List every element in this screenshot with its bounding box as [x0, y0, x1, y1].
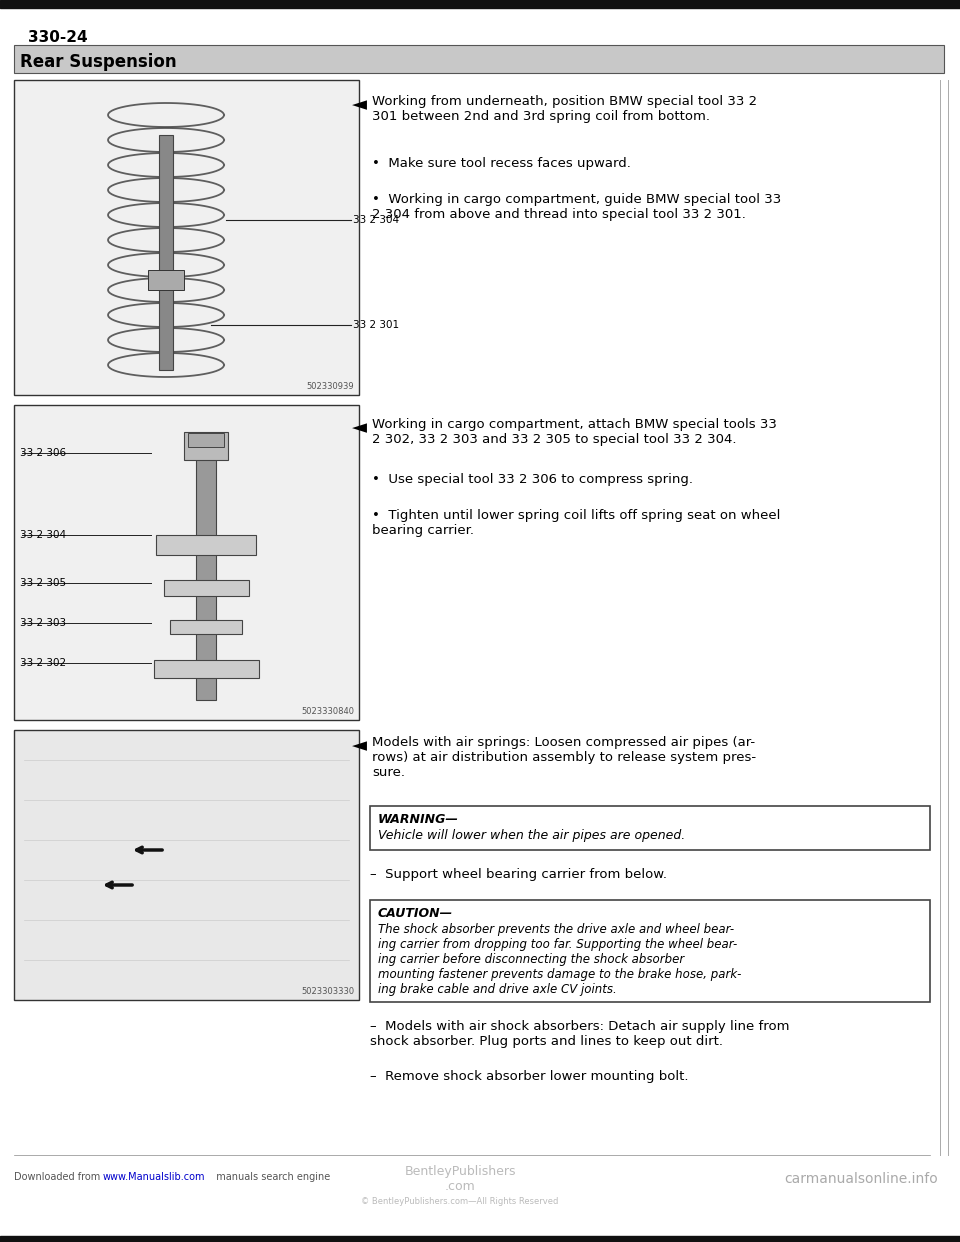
Text: Vehicle will lower when the air pipes are opened.: Vehicle will lower when the air pipes ar…: [378, 828, 685, 842]
Bar: [170, 620, 242, 633]
Text: ◄: ◄: [352, 94, 367, 114]
Bar: [156, 535, 256, 555]
Text: carmanualsonline.info: carmanualsonline.info: [784, 1172, 938, 1186]
Text: ◄: ◄: [352, 419, 367, 437]
Text: Downloaded from: Downloaded from: [14, 1172, 104, 1182]
Bar: [370, 806, 930, 850]
Text: 33 2 305: 33 2 305: [20, 578, 66, 587]
Text: Models with air springs: Loosen compressed air pipes (ar-
rows) at air distribut: Models with air springs: Loosen compress…: [372, 737, 756, 779]
Bar: [159, 135, 173, 370]
Text: WARNING—: WARNING—: [378, 814, 459, 826]
Bar: [370, 900, 930, 1002]
Text: •  Tighten until lower spring coil lifts off spring seat on wheel
bearing carrie: • Tighten until lower spring coil lifts …: [372, 509, 780, 537]
Bar: [14, 730, 359, 1000]
Text: 5023303330: 5023303330: [300, 987, 354, 996]
Bar: [14, 45, 944, 73]
Bar: [0, 0, 960, 7]
Text: The shock absorber prevents the drive axle and wheel bear-
ing carrier from drop: The shock absorber prevents the drive ax…: [378, 923, 741, 996]
Text: –  Remove shock absorber lower mounting bolt.: – Remove shock absorber lower mounting b…: [370, 1071, 688, 1083]
Bar: [196, 440, 216, 700]
Text: Working in cargo compartment, attach BMW special tools 33
2 302, 33 2 303 and 33: Working in cargo compartment, attach BMW…: [372, 419, 777, 446]
Text: www.Manualslib.com: www.Manualslib.com: [103, 1172, 205, 1182]
Text: 502330939: 502330939: [306, 383, 354, 391]
Text: 5023330840: 5023330840: [301, 707, 354, 715]
Bar: [14, 405, 359, 720]
Text: ◄: ◄: [352, 737, 367, 755]
Text: BentleyPublishers: BentleyPublishers: [404, 1165, 516, 1177]
Text: •  Make sure tool recess faces upward.: • Make sure tool recess faces upward.: [372, 156, 631, 170]
Text: 330-24: 330-24: [28, 30, 87, 45]
Bar: [14, 79, 359, 395]
Text: CAUTION—: CAUTION—: [378, 907, 453, 920]
Text: 33 2 304: 33 2 304: [353, 215, 399, 225]
Text: 33 2 302: 33 2 302: [20, 658, 66, 668]
Bar: [0, 1236, 960, 1242]
Text: 33 2 304: 33 2 304: [20, 530, 66, 540]
Bar: [164, 580, 249, 596]
Text: –  Models with air shock absorbers: Detach air supply line from
shock absorber. : – Models with air shock absorbers: Detac…: [370, 1020, 789, 1048]
Bar: [148, 270, 184, 289]
Bar: [154, 660, 259, 678]
Bar: [184, 432, 228, 460]
Text: Rear Suspension: Rear Suspension: [20, 53, 177, 71]
Text: 33 2 306: 33 2 306: [20, 448, 66, 458]
Text: manuals search engine: manuals search engine: [210, 1172, 330, 1182]
Bar: [188, 433, 224, 447]
Text: .com: .com: [444, 1180, 475, 1194]
Text: Working from underneath, position BMW special tool 33 2
301 between 2nd and 3rd : Working from underneath, position BMW sp…: [372, 94, 757, 123]
Text: •  Use special tool 33 2 306 to compress spring.: • Use special tool 33 2 306 to compress …: [372, 473, 693, 486]
Text: 33 2 301: 33 2 301: [353, 320, 399, 330]
Text: © BentleyPublishers.com—All Rights Reserved: © BentleyPublishers.com—All Rights Reser…: [361, 1197, 559, 1206]
Text: 33 2 303: 33 2 303: [20, 619, 66, 628]
Text: –  Support wheel bearing carrier from below.: – Support wheel bearing carrier from bel…: [370, 868, 667, 881]
Text: •  Working in cargo compartment, guide BMW special tool 33
2 304 from above and : • Working in cargo compartment, guide BM…: [372, 193, 781, 221]
